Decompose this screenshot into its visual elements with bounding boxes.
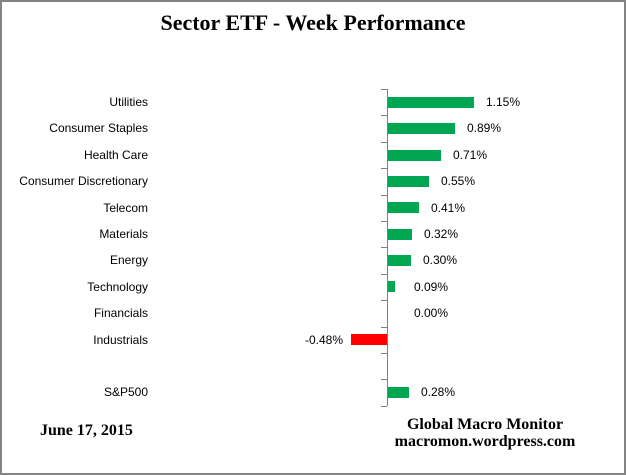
negative-bar: [351, 334, 387, 345]
value-label: 0.28%: [421, 385, 456, 399]
footer-date: June 17, 2015: [40, 422, 133, 439]
value-label: 0.55%: [441, 174, 476, 188]
category-label: Health Care: [83, 148, 148, 162]
axis-tick: [381, 89, 387, 90]
positive-bar: [388, 281, 395, 292]
footer-brand: Global Macro Monitor macromon.wordpress.…: [385, 416, 585, 450]
axis-tick: [381, 142, 387, 143]
value-label: 0.30%: [423, 253, 458, 267]
category-label: Financials: [93, 306, 148, 320]
footer-brand-line2: macromon.wordpress.com: [394, 433, 576, 450]
axis-tick: [381, 274, 387, 275]
positive-bar: [388, 229, 412, 240]
axis-tick: [381, 247, 387, 248]
category-axis-line: [387, 89, 388, 406]
axis-tick: [381, 221, 387, 222]
category-label: Telecom: [103, 201, 148, 215]
value-label: 0.00%: [414, 306, 449, 320]
positive-bar: [388, 150, 441, 161]
axis-tick: [381, 379, 387, 380]
footer-brand-line1: Global Macro Monitor: [406, 416, 564, 433]
value-label: 0.71%: [453, 148, 488, 162]
value-label: 0.41%: [431, 201, 466, 215]
category-label: Utilities: [109, 95, 148, 109]
axis-tick: [381, 353, 387, 354]
positive-bar: [388, 387, 409, 398]
axis-tick: [381, 195, 387, 196]
axis-tick: [381, 327, 387, 328]
category-label: Industrials: [93, 333, 148, 347]
axis-tick: [381, 168, 387, 169]
category-label: Consumer Discretionary: [19, 174, 148, 188]
positive-bar: [388, 176, 429, 187]
value-label: 0.32%: [424, 227, 459, 241]
category-label: S&P500: [103, 385, 148, 399]
chart-title: Sector ETF - Week Performance: [160, 10, 466, 35]
axis-tick: [381, 406, 387, 407]
positive-bar: [388, 202, 419, 213]
positive-bar: [388, 255, 411, 266]
category-label: Energy: [109, 253, 148, 267]
positive-bar: [388, 123, 455, 134]
category-label: Consumer Staples: [49, 121, 148, 135]
category-label: Materials: [99, 227, 148, 241]
axis-tick: [381, 300, 387, 301]
category-label: Technology: [87, 280, 148, 294]
value-label: -0.48%: [304, 333, 343, 347]
axis-tick: [381, 115, 387, 116]
positive-bar: [388, 97, 474, 108]
value-label: 0.89%: [467, 121, 502, 135]
value-label: 0.09%: [414, 280, 449, 294]
value-label: 1.15%: [486, 95, 521, 109]
